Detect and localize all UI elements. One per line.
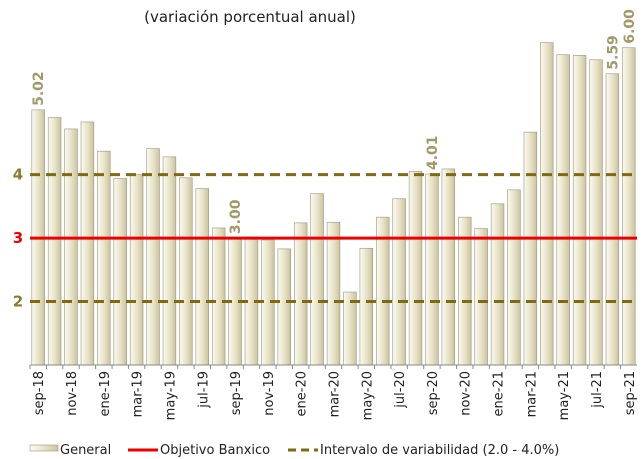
x-tick-label: sep-21 xyxy=(623,371,638,415)
bar xyxy=(408,171,423,366)
bar xyxy=(359,247,374,366)
x-tick-label: jul-19 xyxy=(196,371,211,409)
x-tick-label: ene-19 xyxy=(98,371,113,416)
bar xyxy=(310,193,324,366)
bar xyxy=(113,178,127,366)
bar xyxy=(293,222,308,366)
bar xyxy=(605,73,620,366)
x-tick-label: may-21 xyxy=(557,371,572,420)
x-tick-label: ene-20 xyxy=(295,371,310,416)
data-label: 5.59 xyxy=(605,35,621,70)
bar xyxy=(211,227,226,366)
x-tick-label: sep-19 xyxy=(229,371,244,415)
x-tick-label: nov-20 xyxy=(459,371,474,416)
data-label: 6.00 xyxy=(622,9,638,44)
x-tick-label: jul-20 xyxy=(393,371,408,409)
y-tick-label: 4 xyxy=(13,166,23,184)
bar xyxy=(146,148,160,366)
data-label: 5.02 xyxy=(31,71,47,106)
legend-swatch xyxy=(29,444,59,452)
bar xyxy=(441,168,456,366)
legend-label: General xyxy=(60,443,111,458)
chart-subtitle: (variación porcentual anual) xyxy=(144,8,356,26)
bar xyxy=(80,121,95,366)
bar xyxy=(425,173,439,366)
x-tick-label: nov-18 xyxy=(65,371,80,416)
bar xyxy=(507,189,521,366)
legend-label: Intervalo de variabilidad (2.0 - 4.0%) xyxy=(320,443,559,458)
x-tick-label: mar-19 xyxy=(131,371,146,417)
x-tick-label: mar-21 xyxy=(524,371,539,417)
y-tick-label: 2 xyxy=(13,293,23,311)
x-tick-label: sep-18 xyxy=(32,371,47,415)
bar xyxy=(179,177,193,366)
bar xyxy=(540,42,554,366)
bar xyxy=(64,128,78,366)
bar xyxy=(572,55,587,366)
data-label: 3.00 xyxy=(228,199,244,234)
bar xyxy=(162,156,177,366)
x-tick-label: nov-19 xyxy=(262,371,277,416)
data-label: 4.01 xyxy=(425,135,441,170)
legend-label: Objetivo Banxico xyxy=(160,443,270,458)
bar xyxy=(47,117,62,366)
bar xyxy=(622,47,636,366)
bar xyxy=(556,54,570,366)
x-tick-label: mar-20 xyxy=(328,371,343,417)
y-tick-label: 3 xyxy=(13,229,23,247)
bar xyxy=(195,188,209,366)
bar xyxy=(326,221,341,366)
x-tick-label: sep-20 xyxy=(426,371,441,415)
x-tick-label: jul-21 xyxy=(590,371,605,409)
bar xyxy=(97,150,111,366)
bar xyxy=(490,203,505,366)
bar xyxy=(589,59,603,366)
bar xyxy=(129,174,144,366)
bar xyxy=(523,131,538,366)
x-tick-label: ene-21 xyxy=(492,371,507,416)
bar xyxy=(392,198,406,366)
bar xyxy=(474,228,488,366)
x-tick-label: may-20 xyxy=(360,371,375,420)
x-tick-label: may-19 xyxy=(163,371,178,420)
bar xyxy=(277,248,291,366)
